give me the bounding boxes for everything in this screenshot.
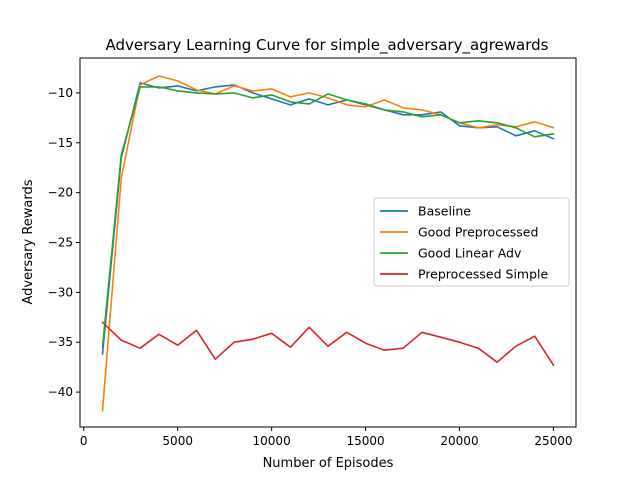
legend-entry: Preprocessed Simple: [418, 267, 548, 282]
series-line-good-linear-adv: [101, 86, 555, 349]
y-tick-label: −10: [48, 86, 73, 100]
y-tick-label: −30: [48, 285, 73, 299]
legend: Baseline Good Preprocessed Good Linear Adv…: [373, 197, 570, 287]
legend-entry: Good Linear Adv: [418, 246, 522, 261]
chart-title: Adversary Learning Curve for simple_adve…: [106, 36, 549, 55]
legend-entry: Good Preprocessed: [418, 225, 538, 240]
y-axis: −40 −35 −30 −25 −20 −15 −10: [48, 86, 80, 399]
x-axis: 0 5000 10000 15000 20000 25000: [80, 427, 573, 448]
series-line-good-preprocessed: [101, 75, 555, 412]
y-tick-label: −40: [48, 385, 73, 399]
x-tick-label: 5000: [162, 434, 193, 448]
series-line-preprocessed-simple: [101, 321, 555, 367]
y-axis-label: Adversary Rewards: [21, 179, 36, 304]
y-tick-label: −20: [48, 186, 73, 200]
y-tick-label: −35: [48, 335, 73, 349]
x-tick-label: 25000: [534, 434, 572, 448]
x-tick-label: 10000: [253, 434, 291, 448]
x-tick-label: 20000: [440, 434, 478, 448]
y-tick-label: −15: [48, 136, 73, 150]
legend-entry: Baseline: [418, 204, 471, 219]
series-layer: [101, 75, 555, 412]
x-tick-label: 0: [80, 434, 88, 448]
y-tick-label: −25: [48, 236, 73, 250]
x-axis-label: Number of Episodes: [263, 456, 394, 471]
x-tick-label: 15000: [346, 434, 384, 448]
legend-frame: [373, 197, 570, 287]
